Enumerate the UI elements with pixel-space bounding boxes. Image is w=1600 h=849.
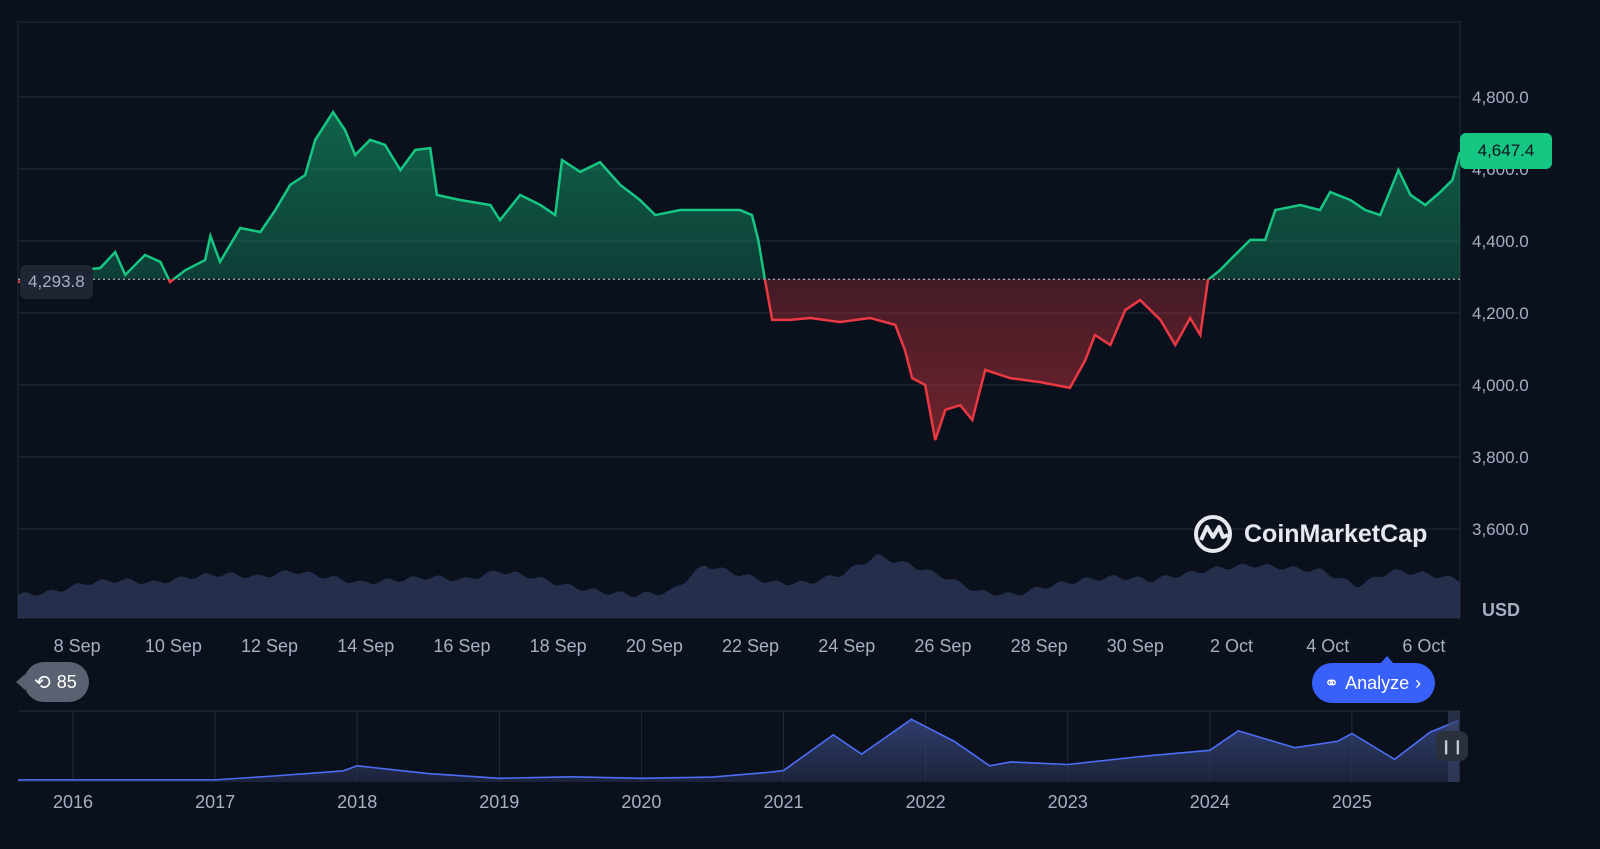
navigator-year-label: 2022 [906, 792, 946, 812]
chevron-right-icon: › [1415, 672, 1422, 693]
navigator: 2016 2017 2018 2019 2020 2021 2022 2023 2024 2025 [18, 710, 1460, 812]
x-tick-label: 26 Sep [914, 636, 971, 656]
x-tick-label: 24 Sep [818, 636, 875, 656]
navigator-year-label: 2019 [479, 792, 519, 812]
y-tick-label: 3,800.0 [1472, 448, 1529, 467]
navigator-line [18, 718, 1459, 781]
y-tick-label: 4,200.0 [1472, 304, 1529, 323]
x-tick-label: 22 Sep [722, 636, 779, 656]
x-tick-label: 30 Sep [1107, 636, 1164, 656]
price-area-down [18, 279, 1460, 441]
current-price-label: 4,647.4 [1460, 133, 1552, 169]
currency-label: USD [1482, 600, 1521, 620]
analyze-label: Analyze [1345, 672, 1410, 693]
price-line-up [26, 109, 1462, 280]
navigator-area [18, 719, 1459, 782]
volume-area [18, 554, 1460, 618]
navigator-year-label: 2024 [1190, 792, 1230, 812]
navigator-year-label: 2021 [763, 792, 803, 812]
x-tick-label: 2 Oct [1210, 636, 1253, 656]
x-tick-label: 8 Sep [54, 636, 101, 656]
y-tick-label: 3,600.0 [1472, 520, 1529, 539]
x-tick-label: 12 Sep [241, 636, 298, 656]
ai-chat-icon: ⚭ [1324, 672, 1340, 693]
x-tick-label: 28 Sep [1011, 636, 1068, 656]
y-tick-label: 4,800.0 [1472, 88, 1529, 107]
x-tick-label: 6 Oct [1402, 636, 1445, 656]
navigator-year-label: 2018 [337, 792, 377, 812]
navigator-year-label: 2023 [1048, 792, 1088, 812]
navigator-drag-handle[interactable]: ❙❙ [1436, 731, 1468, 761]
y-tick-label: 4,400.0 [1472, 232, 1529, 251]
navigator-year-label: 2017 [195, 792, 235, 812]
baseline-price-label: 4,293.8 [20, 265, 93, 299]
price-areas [18, 112, 1460, 441]
volume-bar-area [18, 554, 1460, 618]
x-tick-label: 10 Sep [145, 636, 202, 656]
price-lines [17, 109, 1462, 441]
x-tick-label: 16 Sep [433, 636, 490, 656]
navigator-year-label: 2025 [1332, 792, 1372, 812]
navigator-year-label: 2016 [53, 792, 93, 812]
x-axis: 8 Sep 10 Sep 12 Sep 14 Sep 16 Sep 18 Sep 20 Se… [54, 636, 1446, 656]
history-button[interactable]: ⟲ 85 [16, 662, 89, 702]
navigator-year-label: 2020 [621, 792, 661, 812]
x-tick-label: 18 Sep [530, 636, 587, 656]
watermark-text: CoinMarketCap [1244, 519, 1428, 548]
x-tick-label: 14 Sep [337, 636, 394, 656]
y-axis: 3,600.03,800.04,000.04,200.04,400.04,600… [1472, 88, 1529, 539]
x-tick-label: 20 Sep [626, 636, 683, 656]
history-icon: ⟲ [34, 671, 51, 694]
y-tick-label: 4,000.0 [1472, 376, 1529, 395]
coinmarketcap-watermark: CoinMarketCap [1192, 513, 1427, 555]
price-area-up [33, 112, 1460, 280]
coinmarketcap-logo-icon [1194, 515, 1232, 553]
history-count: 85 [56, 671, 77, 692]
x-tick-label: 4 Oct [1306, 636, 1349, 656]
analyze-button[interactable]: ⚭ Analyze › [1312, 656, 1436, 703]
